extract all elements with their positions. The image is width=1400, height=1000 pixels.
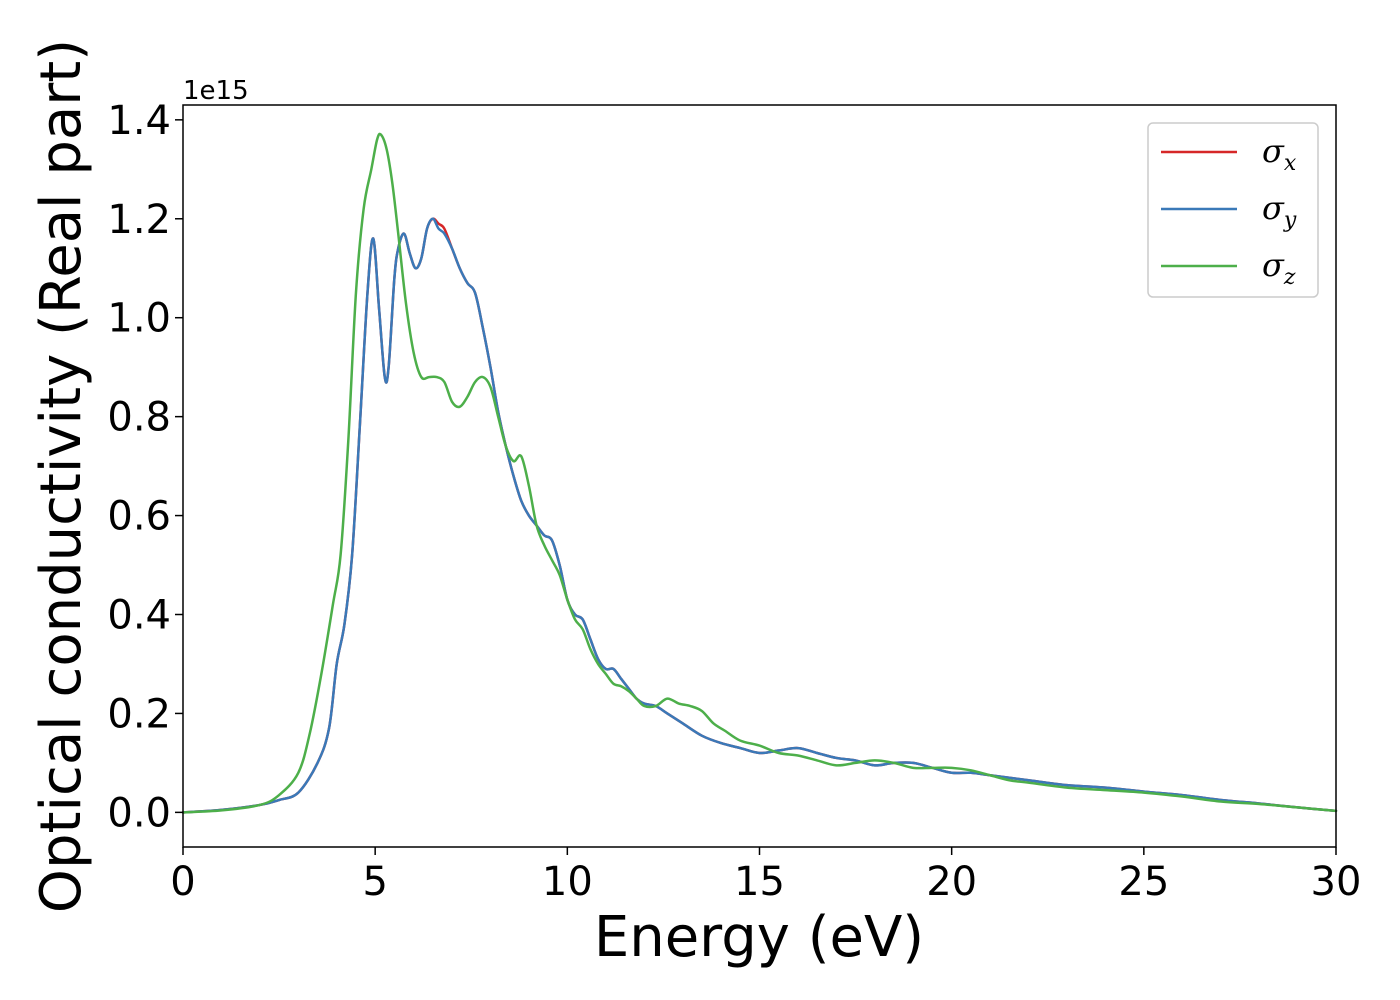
y-axis-ticks: 0.0 0.2 0.4 0.6 0.8 1.0 1.2 1.4	[107, 98, 183, 836]
x-tick-label: 10	[542, 859, 593, 905]
series-line-sigma-z	[181, 132, 1338, 814]
series-line-sigma-y	[181, 217, 1338, 814]
x-tick-label: 15	[734, 859, 785, 905]
x-tick-label: 20	[926, 859, 977, 905]
y-tick-label: 1.4	[107, 98, 171, 144]
y-axis-offset-text: 1e15	[183, 76, 249, 106]
y-axis-label: Optical conductivity (Real part)	[29, 39, 94, 913]
y-tick-label: 0.2	[107, 691, 171, 737]
x-axis-label: Energy (eV)	[594, 905, 924, 970]
y-tick-label: 0.0	[107, 790, 171, 836]
y-tick-label: 0.8	[107, 395, 171, 441]
x-tick-label: 30	[1311, 859, 1362, 905]
y-tick-label: 0.4	[107, 593, 171, 639]
y-tick-label: 0.6	[107, 494, 171, 540]
y-tick-label: 1.2	[107, 197, 171, 243]
x-tick-label: 0	[170, 859, 195, 905]
x-axis-ticks: 0 5 10 15 20 25 30	[170, 847, 1361, 905]
y-tick-label: 1.0	[107, 296, 171, 342]
x-tick-label: 5	[362, 859, 387, 905]
x-tick-label: 25	[1118, 859, 1169, 905]
series-layer	[181, 132, 1338, 814]
